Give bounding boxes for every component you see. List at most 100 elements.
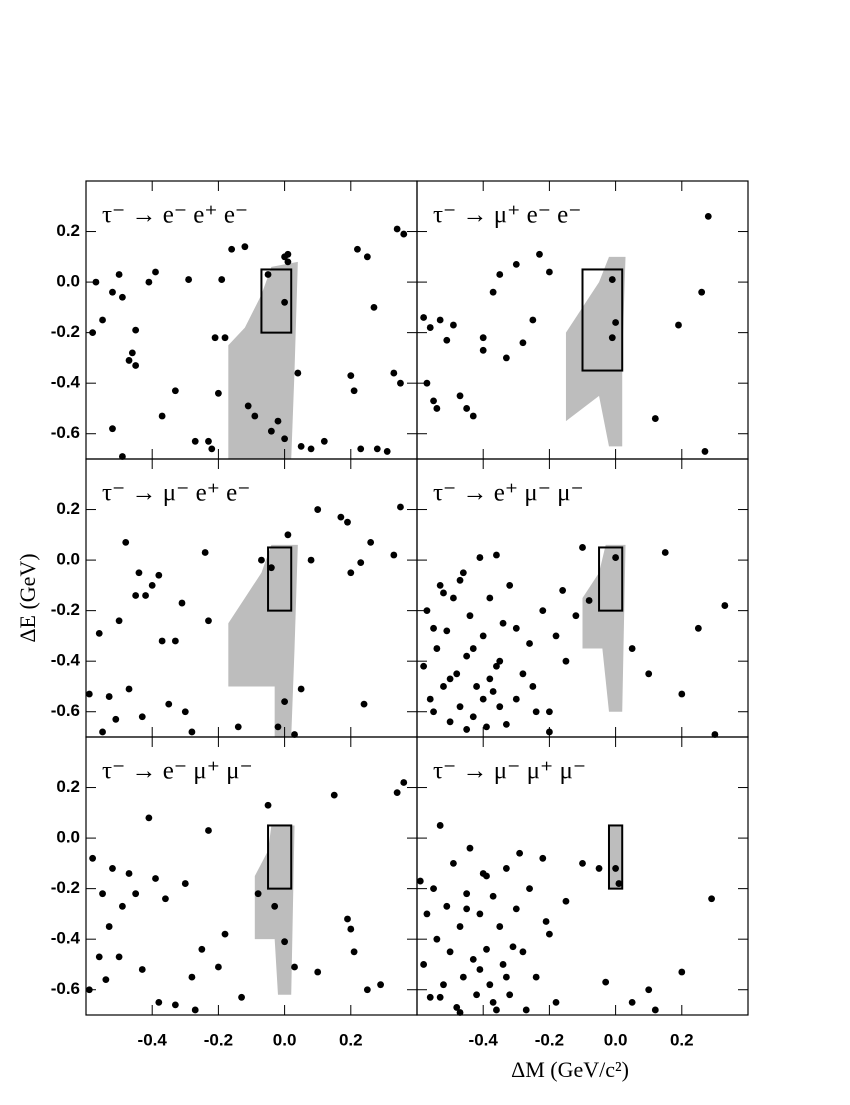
data-point	[459, 973, 467, 981]
data-point	[297, 442, 305, 450]
data-point	[595, 865, 603, 872]
data-point	[469, 412, 477, 420]
data-point	[446, 675, 454, 683]
data-point	[373, 445, 381, 453]
data-point	[499, 961, 507, 968]
data-point	[284, 531, 292, 539]
data-point	[469, 645, 477, 652]
y-axis-label: ΔE (GeV)	[15, 553, 40, 642]
signal-box	[260, 268, 293, 334]
panel-title: τ⁻ → e⁻ e⁺ e⁻	[102, 202, 248, 229]
data-point	[426, 695, 434, 703]
data-point	[350, 387, 358, 395]
signal-box	[581, 268, 624, 372]
data-point	[254, 890, 262, 898]
data-point	[506, 581, 514, 589]
data-point	[228, 245, 236, 253]
data-point	[479, 632, 487, 640]
data-point	[215, 389, 222, 397]
data-point	[145, 278, 153, 286]
data-point	[698, 288, 706, 296]
data-point	[102, 976, 110, 984]
data-point	[99, 728, 106, 736]
panel-title: τ⁻ → μ⁻ μ⁺ μ⁻	[433, 758, 586, 785]
data-point	[489, 688, 497, 695]
panel-title: τ⁻ → μ⁻ e⁺ e⁻	[102, 480, 250, 507]
data-point	[132, 326, 140, 334]
data-point	[181, 880, 189, 887]
data-point	[476, 910, 484, 918]
data-point	[704, 212, 712, 220]
y-tick-label: -0.6	[51, 979, 80, 998]
x-tick-label: -0.2	[204, 1030, 233, 1049]
data-point	[171, 637, 179, 645]
data-point	[344, 518, 351, 526]
panel-title: τ⁻ → e⁻ μ⁺ μ⁻	[102, 758, 253, 785]
panel: 0.2 0.0 -0.2 -0.4 -0.6 τ⁻ → e⁻ e⁺ e⁻	[51, 180, 418, 460]
y-tick-label: -0.4	[51, 373, 81, 392]
data-point	[281, 938, 288, 946]
data-point	[128, 349, 136, 357]
data-point	[122, 539, 130, 546]
data-point	[701, 448, 709, 455]
data-point	[512, 695, 520, 703]
data-point	[493, 662, 500, 670]
data-point	[115, 617, 123, 625]
data-point	[608, 334, 616, 342]
y-tick-label: 0.2	[56, 777, 80, 796]
data-point	[483, 872, 490, 880]
data-point	[420, 662, 428, 670]
data-point	[443, 627, 451, 635]
data-point	[430, 397, 437, 405]
data-point	[397, 503, 404, 511]
data-point	[89, 854, 97, 862]
data-point	[602, 978, 610, 986]
data-point	[542, 918, 550, 925]
data-point	[284, 258, 292, 266]
data-point	[430, 885, 437, 893]
data-point	[125, 357, 133, 364]
data-point	[456, 1009, 464, 1016]
data-point	[526, 885, 533, 893]
signal-mc-region	[228, 544, 298, 737]
data-point	[274, 417, 282, 425]
data-point	[493, 551, 500, 559]
data-point	[350, 948, 358, 956]
signal-box	[267, 824, 293, 890]
x-tick-label: -0.2	[535, 1030, 564, 1049]
data-point	[152, 875, 159, 882]
signal-mc-region	[228, 261, 298, 459]
data-point	[502, 354, 510, 362]
data-point	[284, 250, 292, 258]
data-point	[234, 723, 242, 731]
data-point	[519, 670, 527, 678]
data-point	[463, 905, 471, 913]
data-point	[463, 652, 471, 660]
data-point	[539, 607, 547, 615]
y-tick-label: 0.2	[56, 221, 80, 240]
data-point	[450, 594, 457, 602]
data-point	[205, 827, 212, 834]
data-point	[489, 288, 497, 296]
data-point	[383, 448, 391, 455]
data-point	[416, 877, 424, 885]
data-point	[201, 549, 209, 556]
data-point	[512, 624, 520, 632]
data-point	[678, 690, 686, 698]
data-point	[483, 723, 490, 731]
data-point	[446, 948, 454, 956]
data-point	[390, 369, 398, 377]
signal-box	[607, 824, 624, 890]
data-point	[205, 617, 212, 625]
data-point	[486, 981, 494, 989]
panel-title: τ⁻ → μ⁺ e⁻ e⁻	[433, 202, 581, 229]
data-point	[489, 998, 497, 1006]
data-point	[608, 276, 616, 283]
data-point	[612, 319, 619, 326]
data-point	[347, 925, 355, 933]
data-point	[476, 554, 484, 561]
data-point	[479, 346, 487, 354]
data-point	[208, 445, 216, 453]
data-point	[185, 276, 193, 283]
data-point	[694, 624, 702, 632]
